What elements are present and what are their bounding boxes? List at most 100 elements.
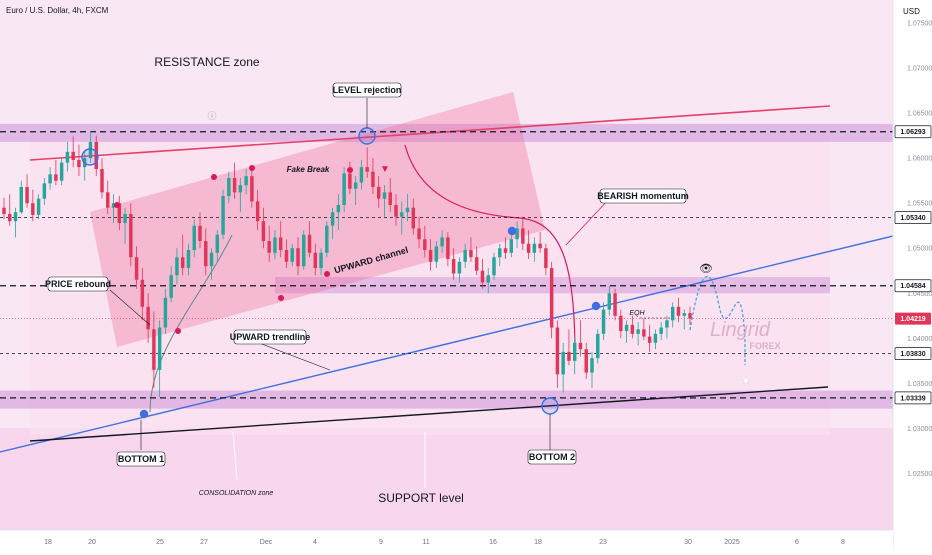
price-label-box [895,312,931,325]
candle-body [65,151,70,163]
black-support-trendline [29,386,829,442]
candle-body [371,171,375,187]
zones-layer [0,123,893,409]
candle-body [382,192,387,199]
y-tick-label: 1.07000 [907,66,932,73]
candle-body [307,234,312,253]
watermark-brand: Lingrid [710,319,771,341]
candle-body [250,176,254,202]
candle-body [561,351,565,375]
candle-body [428,250,433,262]
candle-body [342,173,346,205]
candle-body [434,246,439,262]
x-tick-label: 27 [200,539,208,546]
candle-body [572,342,577,361]
candle-body [486,275,490,283]
y-tick-label: 1.04500 [907,291,932,298]
candle-body [169,275,173,298]
candle-body [152,329,156,370]
candle-body [221,195,225,235]
candle-body [526,243,531,253]
upward-trendline-label: UPWARD trendline [230,332,311,342]
support-level-label: SUPPORT level [378,491,464,505]
candle-body [544,248,548,269]
bottom-circle-top [81,148,99,166]
candle-body [359,167,364,183]
rejection-circle [358,127,376,145]
candle-body [88,141,93,159]
candle-body [400,212,404,217]
candle-body [474,257,479,271]
pivot-dot [324,271,330,277]
candle-body [59,162,64,181]
y-axis-panel [893,0,932,550]
candle-body [336,204,341,213]
candle-body [480,270,485,283]
trendlines-layer [0,105,894,453]
price-label-box [894,347,932,360]
candle-body [688,313,692,319]
x-tick-label: Dec [260,539,273,546]
price-label: 1.05340 [900,215,925,222]
blue-upward-trendline [0,235,894,453]
candle-body [647,336,652,343]
y-axis-ticks: 1.07500 1.07000 1.06500 1.06000 1.05500 1.050… [907,21,932,478]
candle-body [365,167,369,172]
candle-body [13,212,18,222]
x-tick-label: 9 [379,539,383,546]
candle-body [278,237,283,251]
candle-body [463,250,467,262]
markers-layer: 👁 ★ ▼ ⓘ [81,98,751,488]
candle-body [36,198,41,215]
candle-body [313,252,318,269]
candle-body [469,250,473,258]
symbol-title: Euro / U.S. Dollar, 4h, FXCM [6,6,109,15]
candle-body [261,221,266,242]
candle-body [521,228,525,244]
candles-layer [2,131,692,397]
currency-label: USD [903,7,920,16]
candle-body [267,241,271,253]
candle-body [290,248,294,262]
y-tick-label: 1.03000 [907,426,932,433]
bearish-momentum-box [599,188,687,204]
candle-body [682,313,686,316]
price-label-box [894,279,932,293]
candle-body [549,268,554,328]
price-label-box [894,391,932,405]
bottom-1-label: BOTTOM 1 [118,454,164,464]
eye-icon: 👁 [699,263,713,275]
candle-body [538,243,542,249]
pivot-dot [175,328,181,334]
trendline-touch-dot [591,301,601,311]
x-tick-label: 16 [489,539,497,546]
candle-body [619,315,623,332]
x-tick-label: 25 [156,539,164,546]
candle-body [376,186,381,199]
candle-body [411,207,416,229]
candle-body [186,250,191,269]
candle-body [567,351,571,361]
y-tick-label: 1.04000 [907,336,932,343]
price-label: 1.03830 [900,351,925,358]
candle-body [446,237,450,260]
red-resistance-trendline [29,105,831,161]
candle-body [302,234,306,267]
candle-body [296,248,300,267]
candle-body [157,327,162,370]
x-tick-label: 18 [44,539,52,546]
pivot-dot [347,167,353,173]
candle-body [405,207,410,213]
candle-body [492,257,496,276]
candle-body [117,203,122,224]
candle-body [215,234,220,253]
candle-body [140,279,145,307]
upward-trendline-box [233,329,307,345]
bottom-1-box [116,451,166,467]
candle-body [123,214,127,224]
candle-body [100,168,104,193]
candle-body [596,333,600,359]
candle-body [642,329,646,337]
